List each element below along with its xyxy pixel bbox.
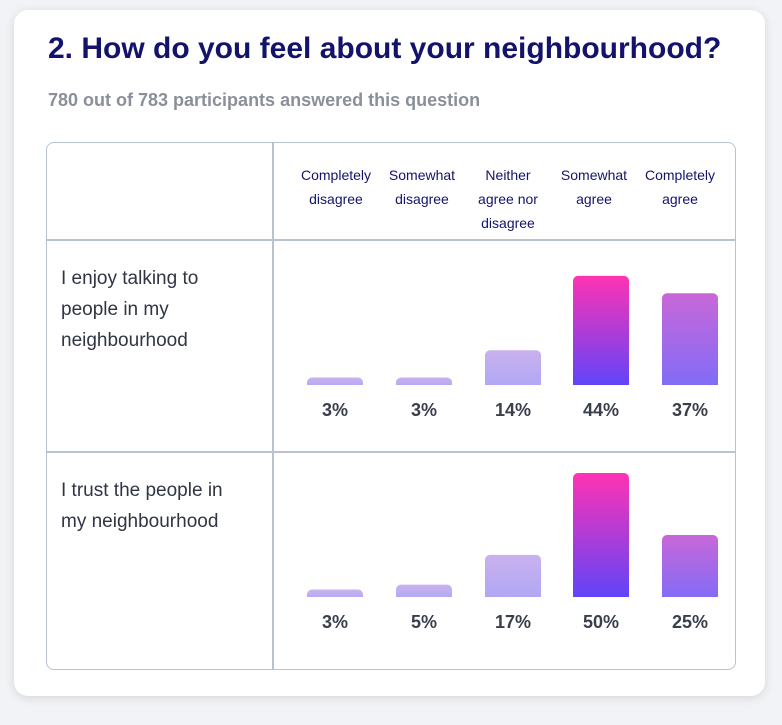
bar-row2-col4 <box>573 473 629 597</box>
column-header-completely-disagree: Completely disagree <box>300 167 372 207</box>
question-card: 2. How do you feel about your neighbourh… <box>14 10 765 696</box>
value-label-row2-col1: 3% <box>322 612 348 632</box>
value-label-row2-col5: 25% <box>672 612 708 632</box>
value-label-row2-col4: 50% <box>583 612 619 632</box>
bar-row1-col5 <box>662 293 718 385</box>
grid-divider-header <box>47 239 735 241</box>
grid-divider-row <box>47 451 735 453</box>
question-title: 2. How do you feel about your neighbourh… <box>48 32 722 65</box>
value-label-row2-col3: 17% <box>495 612 531 632</box>
row-label-enjoy-talking: I enjoy talking to people in my neighbou… <box>61 268 199 351</box>
bar-row2-col2 <box>396 584 452 597</box>
column-header-somewhat-disagree: Somewhat disagree <box>388 167 456 207</box>
value-label-row2-col2: 5% <box>411 612 437 632</box>
likert-grid: Completely disagree Somewhat disagree Ne… <box>46 142 736 670</box>
value-label-row1-col4: 44% <box>583 400 619 420</box>
bar-row2-col3 <box>485 554 541 597</box>
bar-row2-col1 <box>307 589 363 597</box>
participants-summary: 780 out of 783 participants answered thi… <box>48 90 481 110</box>
bar-row1-col3 <box>485 350 541 385</box>
bar-chart: 3% 3% 14% 44% 37% 3% 5% 17% 50% 25% <box>307 275 718 632</box>
value-label-row1-col5: 37% <box>672 400 708 420</box>
bar-row1-col1 <box>307 377 363 385</box>
column-header-completely-agree: Completely agree <box>644 167 716 207</box>
value-label-row1-col1: 3% <box>322 400 348 420</box>
column-header-somewhat-agree: Somewhat agree <box>560 167 628 207</box>
row-label-trust-people: I trust the people in my neighbourhood <box>61 480 223 532</box>
grid-divider-vertical <box>272 143 274 669</box>
value-label-row1-col2: 3% <box>411 400 437 420</box>
bar-row2-col5 <box>662 535 718 597</box>
bar-row1-col2 <box>396 377 452 385</box>
column-header-neither: Neither agree nor disagree <box>478 167 538 231</box>
bar-row1-col4 <box>573 275 629 385</box>
value-label-row1-col3: 14% <box>495 400 531 420</box>
